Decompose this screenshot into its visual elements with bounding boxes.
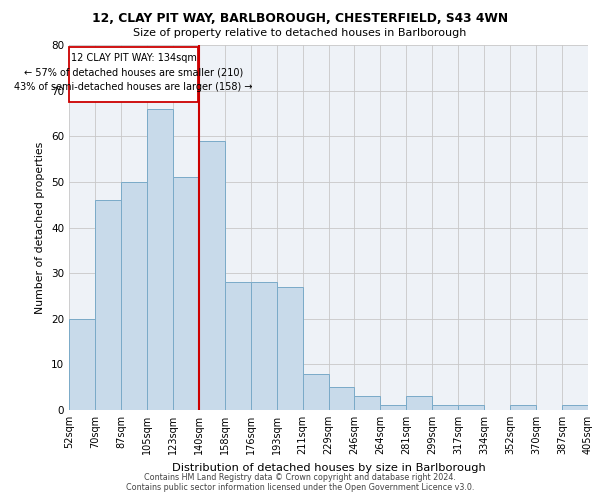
Bar: [251, 282, 277, 410]
Bar: [95, 200, 121, 410]
Bar: [199, 141, 224, 410]
Text: ← 57% of detached houses are smaller (210): ← 57% of detached houses are smaller (21…: [24, 67, 243, 77]
Text: 43% of semi-detached houses are larger (158) →: 43% of semi-detached houses are larger (…: [14, 82, 253, 92]
X-axis label: Distribution of detached houses by size in Barlborough: Distribution of detached houses by size …: [172, 462, 485, 472]
Text: 12, CLAY PIT WAY, BARLBOROUGH, CHESTERFIELD, S43 4WN: 12, CLAY PIT WAY, BARLBOROUGH, CHESTERFI…: [92, 12, 508, 26]
Bar: [329, 387, 355, 410]
Bar: [380, 406, 406, 410]
Y-axis label: Number of detached properties: Number of detached properties: [35, 142, 46, 314]
Bar: [302, 374, 329, 410]
FancyBboxPatch shape: [69, 48, 198, 102]
Text: Size of property relative to detached houses in Barlborough: Size of property relative to detached ho…: [133, 28, 467, 38]
Bar: [173, 178, 199, 410]
Bar: [406, 396, 432, 410]
Bar: [562, 406, 588, 410]
Bar: [121, 182, 147, 410]
Bar: [225, 282, 251, 410]
Bar: [355, 396, 380, 410]
Bar: [458, 406, 484, 410]
Bar: [147, 109, 173, 410]
Text: Contains HM Land Registry data © Crown copyright and database right 2024.
Contai: Contains HM Land Registry data © Crown c…: [126, 473, 474, 492]
Bar: [69, 319, 95, 410]
Bar: [510, 406, 536, 410]
Text: 12 CLAY PIT WAY: 134sqm: 12 CLAY PIT WAY: 134sqm: [71, 53, 197, 63]
Bar: [277, 287, 302, 410]
Bar: [433, 406, 458, 410]
